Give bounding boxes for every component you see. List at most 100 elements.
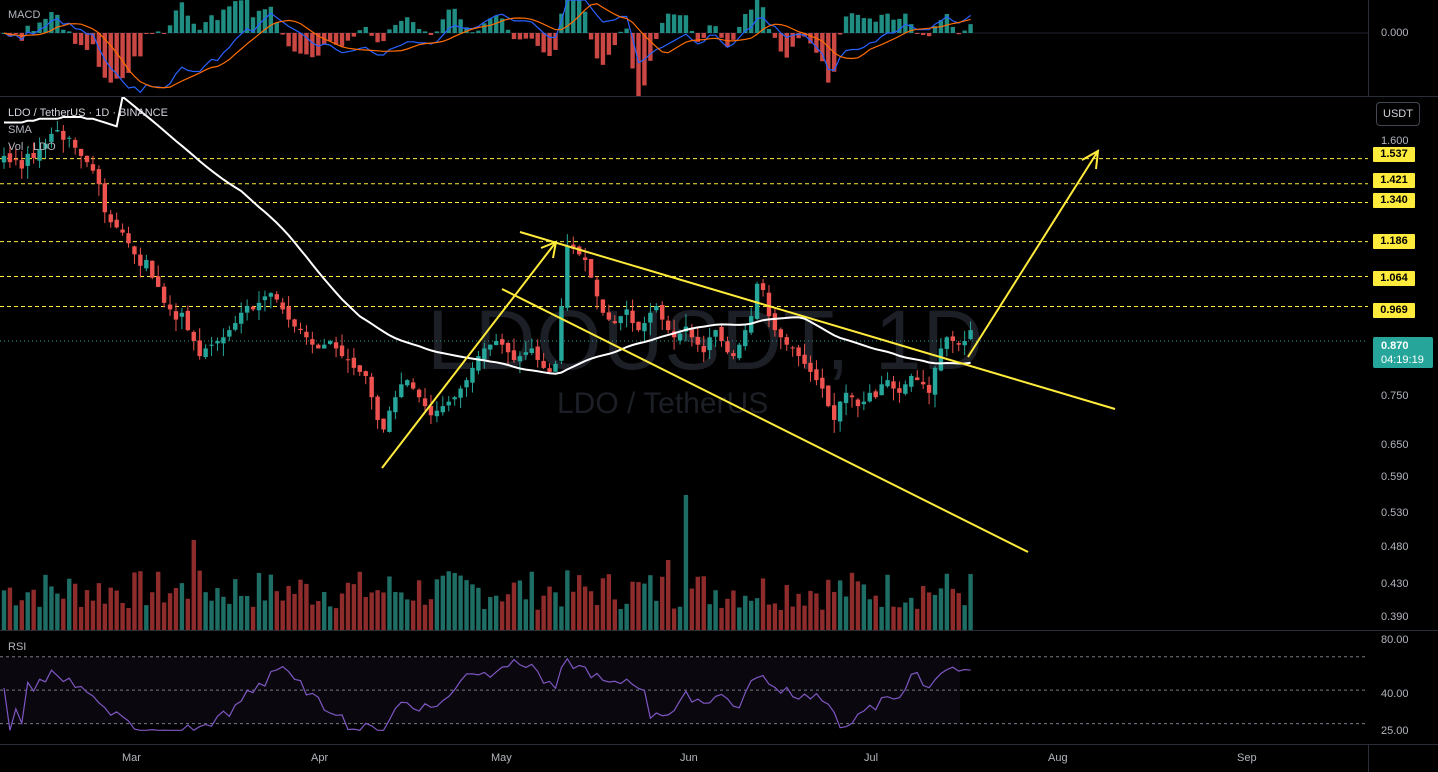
candle-body: [968, 330, 973, 340]
candle-body: [837, 401, 843, 422]
candle-body: [618, 316, 623, 324]
macd-histogram-bar: [84, 33, 90, 50]
candle-body: [452, 397, 457, 400]
volume-bar: [547, 586, 552, 630]
pane-separator[interactable]: [0, 630, 1438, 631]
volume-bar: [885, 574, 890, 630]
pane-separator[interactable]: [0, 96, 1438, 97]
candle-body: [654, 306, 659, 311]
candle-body: [707, 337, 712, 351]
volume-bar: [950, 588, 955, 630]
volume-bar: [221, 596, 226, 630]
volume-bar: [310, 604, 315, 630]
candle-body: [203, 348, 208, 358]
macd-histogram-bar: [470, 32, 475, 34]
macd-histogram-bar: [221, 9, 226, 33]
volume-bar: [962, 605, 967, 630]
macd-histogram-bar: [932, 26, 938, 33]
volume-bar: [944, 573, 950, 630]
volume-bar: [784, 585, 789, 630]
volume-bar: [582, 586, 588, 630]
candle-body: [725, 341, 730, 353]
macd-histogram-bar: [636, 33, 641, 96]
candle-body: [760, 283, 766, 291]
level-label[interactable]: 1.340: [1373, 193, 1415, 208]
macd-histogram-bar: [96, 33, 102, 67]
volume-bar: [731, 590, 736, 630]
candle-body: [126, 233, 131, 244]
macd-histogram-bar: [345, 33, 351, 41]
volume-bar: [600, 578, 606, 630]
macd-histogram-bar: [393, 24, 398, 33]
macd-histogram-bar: [286, 33, 291, 47]
rsi-axis[interactable]: [1368, 631, 1438, 744]
volume-label[interactable]: Vol · LDO: [8, 141, 56, 153]
candle-body: [262, 296, 268, 301]
candle-body: [161, 286, 167, 303]
candle-body: [292, 319, 297, 327]
volume-bar: [677, 606, 683, 630]
macd-histogram-bar: [114, 33, 119, 79]
macd-histogram-bar: [19, 33, 24, 41]
macd-histogram-bar: [826, 33, 831, 83]
candle-body: [565, 246, 570, 308]
macd-histogram-bar: [256, 10, 262, 34]
level-label[interactable]: 1.064: [1373, 271, 1415, 286]
rsi-pane[interactable]: RSI: [0, 631, 1368, 744]
macd-pane[interactable]: MACD: [0, 0, 1368, 96]
volume-bar: [399, 592, 404, 630]
level-label[interactable]: 1.537: [1373, 147, 1415, 162]
candle-body: [820, 377, 825, 389]
sma-label[interactable]: SMA: [8, 124, 32, 136]
candle-body: [339, 345, 345, 357]
time-label: May: [491, 752, 512, 764]
rsi-label: RSI: [8, 641, 27, 653]
volume-bar: [665, 560, 671, 630]
level-label[interactable]: 0.969: [1373, 303, 1415, 318]
macd-histogram-bar: [665, 13, 671, 34]
volume-bar: [351, 584, 357, 630]
macd-histogram-bar: [452, 8, 457, 34]
candle-body: [826, 385, 831, 407]
symbol-title[interactable]: LDO / TetherUS · 1D · BINANCE: [8, 107, 168, 119]
macd-histogram-bar: [399, 20, 404, 33]
volume-bar: [956, 593, 961, 630]
level-label[interactable]: 1.421: [1373, 173, 1415, 188]
macd-histogram-bar: [588, 33, 594, 40]
candle-body: [387, 410, 392, 432]
candle-body: [909, 375, 914, 387]
volume-bar: [511, 582, 517, 630]
level-label[interactable]: 1.186: [1373, 234, 1415, 249]
candle-body: [665, 320, 671, 331]
macd-histogram-bar: [683, 15, 689, 33]
macd-histogram-bar: [428, 33, 434, 36]
time-axis-separator: [0, 744, 1438, 745]
volume-bar: [571, 591, 576, 630]
candle-body: [790, 347, 795, 349]
candle-body: [67, 137, 72, 139]
candle-body: [173, 311, 179, 320]
time-axis[interactable]: Mar Apr May Jun Jul Aug Sep: [0, 745, 1368, 772]
currency-button[interactable]: USDT: [1376, 102, 1420, 126]
candle-body: [879, 384, 884, 396]
volume-bar: [55, 593, 60, 630]
price-pane[interactable]: LDOUSDT, 1D LDO / TetherUS LDO / TetherU…: [0, 97, 1368, 630]
candle-body: [405, 380, 410, 386]
volume-bar: [369, 592, 374, 630]
macd-histogram-bar: [630, 33, 635, 69]
volume-bar: [440, 575, 446, 630]
macd-histogram-bar: [873, 21, 878, 33]
candle-body: [138, 254, 143, 266]
macd-histogram-bar: [304, 33, 309, 55]
current-price-label[interactable]: 0.870 04:19:19: [1373, 337, 1433, 368]
macd-histogram-bar: [363, 26, 368, 33]
macd-histogram-bar: [559, 13, 564, 34]
macd-histogram-bar: [778, 33, 784, 52]
macd-axis[interactable]: 0.000: [1368, 0, 1438, 96]
macd-histogram-bar: [962, 30, 967, 33]
volume-bar: [209, 600, 214, 630]
volume-bar: [594, 604, 600, 630]
candle-body: [547, 368, 552, 372]
macd-histogram-bar: [861, 18, 867, 33]
volume-bar: [179, 583, 185, 630]
